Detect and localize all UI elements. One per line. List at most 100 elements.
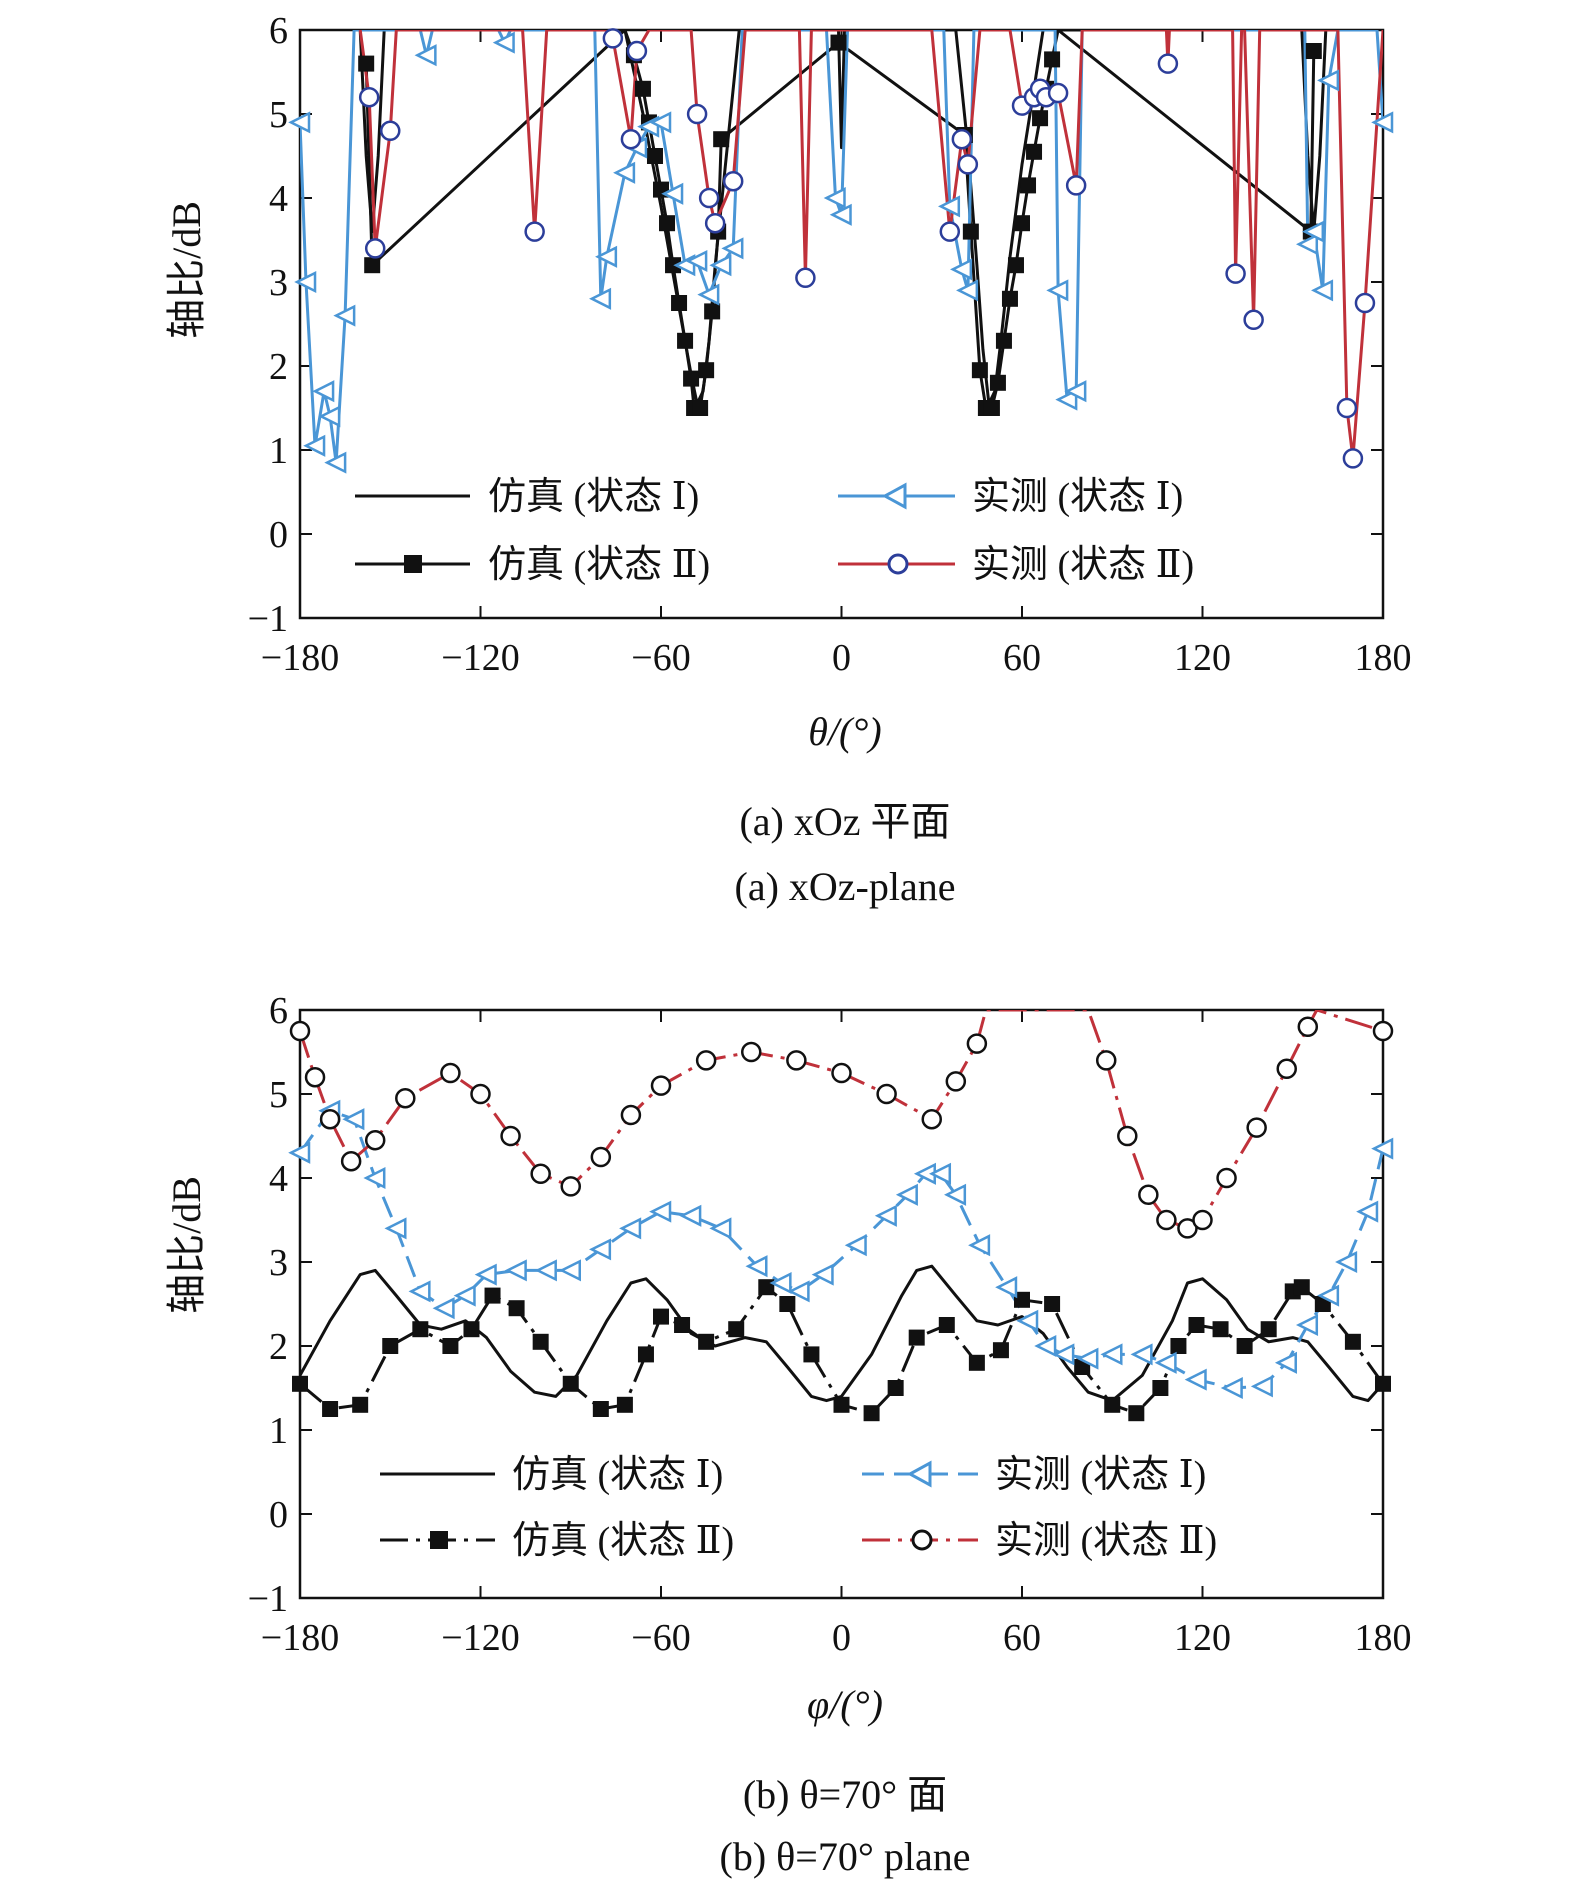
- data-point-a-1-8: [659, 215, 676, 232]
- caption-cn-b: (b) θ=70° 面: [743, 1772, 947, 1817]
- data-point-a-3-11: [626, 40, 648, 62]
- x-tick-label-b-5: 120: [1174, 1617, 1231, 1659]
- data-point-b-2-2: [342, 1108, 365, 1131]
- data-point-a-3-46: [1342, 448, 1364, 469]
- x-tick-label-b-1: −120: [441, 1617, 519, 1659]
- data-point-b-3-26: [1138, 1184, 1159, 1206]
- data-point-b-3-21: [966, 1033, 988, 1054]
- data-point-b-2-23: [895, 1183, 918, 1206]
- data-point-a-3-3: [380, 120, 401, 142]
- data-point-a-3-17: [722, 170, 744, 192]
- data-point-a-2-33: [938, 195, 961, 218]
- data-point-b-2-42: [1335, 1250, 1358, 1274]
- data-point-a-1-27: [1001, 290, 1018, 307]
- y-tick-label-a-7: 6: [269, 10, 288, 52]
- data-point-b-2-29: [1016, 1309, 1039, 1332]
- data-point-a-1-34: [1044, 51, 1061, 68]
- data-point-b-1-5: [442, 1338, 459, 1354]
- data-point-a-3-10: [620, 128, 642, 150]
- x-tick-label-b-3: 0: [832, 1617, 851, 1659]
- data-point-b-3-9: [530, 1163, 551, 1185]
- x-tick-label-b-6: 180: [1355, 1617, 1412, 1659]
- data-point-b-3-10: [560, 1176, 581, 1197]
- data-point-b-2-25: [928, 1162, 952, 1185]
- legend-b-marker-meas2: [911, 1529, 933, 1551]
- data-point-b-1-19: [779, 1296, 796, 1312]
- data-point-a-2-0: [288, 111, 311, 134]
- data-point-b-3-4: [364, 1129, 386, 1151]
- data-point-a-3-32: [1047, 82, 1069, 104]
- data-point-b-1-24: [908, 1329, 925, 1346]
- data-point-b-1-11: [592, 1401, 609, 1417]
- data-point-a-2-30: [829, 203, 852, 226]
- data-point-a-1-9: [665, 257, 682, 274]
- legend-a-marker-meas1: [881, 482, 907, 510]
- data-point-a-1-26: [995, 332, 1012, 349]
- data-point-a-2-44: [1302, 220, 1325, 243]
- data-point-a-2-46: [1317, 69, 1340, 92]
- plot-frame-b: [298, 1008, 1385, 1600]
- data-point-a-2-38: [1046, 279, 1069, 302]
- data-point-a-3-42: [1243, 309, 1264, 331]
- legend-b-label-meas1: 实测 (状态 Ⅰ): [995, 1454, 1206, 1496]
- data-point-b-3-16: [786, 1050, 807, 1071]
- data-point-a-3-33: [1065, 175, 1087, 196]
- data-point-a-2-34: [950, 258, 973, 281]
- data-point-a-1-6: [646, 148, 663, 164]
- data-point-b-2-0: [288, 1141, 311, 1164]
- data-point-a-2-4: [318, 405, 341, 428]
- data-point-b-1-26: [968, 1354, 985, 1371]
- data-point-b-3-3: [340, 1150, 362, 1172]
- x-tick-label-b-4: 60: [1003, 1617, 1041, 1659]
- data-point-a-2-45: [1311, 279, 1334, 302]
- y-tick-label-b-4: 3: [269, 1242, 288, 1284]
- data-point-a-3-2: [364, 238, 386, 259]
- data-point-a-1-16: [704, 303, 721, 320]
- data-point-b-2-35: [1154, 1351, 1177, 1374]
- data-point-b-3-18: [876, 1083, 897, 1105]
- data-point-b-1-1: [322, 1401, 339, 1417]
- x-axis-label-a: θ/(°): [808, 709, 881, 754]
- data-point-b-1-31: [1104, 1396, 1121, 1413]
- x-tick-label-a-2: −60: [631, 637, 690, 679]
- data-point-b-3-24: [1095, 1050, 1117, 1071]
- data-point-a-2-40: [1064, 380, 1087, 403]
- data-point-b-3-31: [1246, 1117, 1267, 1138]
- plot-area-a: −180 −120 −60 0 60 120 180 −1 0 1 2 3 4 5 6: [248, 10, 1412, 679]
- data-point-b-1-27: [992, 1342, 1009, 1359]
- data-point-a-2-5: [324, 451, 347, 474]
- legend-b-label-meas2: 实测 (状态 Ⅱ): [995, 1520, 1217, 1562]
- data-point-b-2-44: [1371, 1137, 1394, 1160]
- y-axis-label-b: 轴比/dB: [164, 1176, 209, 1314]
- series-group-a: [300, 30, 1383, 465]
- data-point-b-2-18: [769, 1271, 792, 1295]
- data-point-a-1-11: [677, 332, 694, 349]
- data-point-b-1-40: [1293, 1279, 1310, 1296]
- data-point-a-1-28: [1007, 257, 1024, 274]
- data-point-b-1-12: [616, 1396, 633, 1413]
- data-point-b-2-5: [408, 1280, 431, 1303]
- data-point-b-1-21: [833, 1396, 850, 1413]
- data-point-a-2-43: [1295, 233, 1319, 256]
- y-tick-label-b-7: 6: [269, 990, 288, 1032]
- data-point-b-3-19: [921, 1108, 942, 1130]
- data-point-b-1-18: [758, 1279, 775, 1296]
- data-point-b-2-33: [1100, 1343, 1123, 1366]
- data-point-a-1-4: [634, 80, 651, 97]
- data-point-a-2-1: [294, 270, 317, 294]
- data-point-b-3-29: [1192, 1209, 1213, 1231]
- data-point-b-1-10: [562, 1375, 579, 1392]
- data-point-b-1-34: [1170, 1338, 1187, 1354]
- data-point-b-2-11: [558, 1259, 581, 1282]
- data-point-a-1-19: [830, 34, 847, 51]
- data-point-a-1-21: [962, 223, 979, 240]
- data-point-b-3-35: [1372, 1020, 1394, 1042]
- x-tick-label-a-3: 0: [832, 637, 851, 679]
- data-point-a-3-36: [1157, 53, 1179, 74]
- data-point-b-3-30: [1216, 1167, 1237, 1189]
- data-point-a-2-35: [956, 279, 979, 302]
- y-tick-label-a-5: 4: [269, 178, 288, 220]
- caption-en-b: (b) θ=70° plane: [720, 1834, 971, 1879]
- legend-b: 仿真 (状态 Ⅰ) 仿真 (状态 Ⅱ) 实测 (状态 Ⅰ) 实测 (状态 Ⅱ): [380, 1454, 1217, 1562]
- legend-a-label-meas2: 实测 (状态 Ⅱ): [972, 544, 1194, 586]
